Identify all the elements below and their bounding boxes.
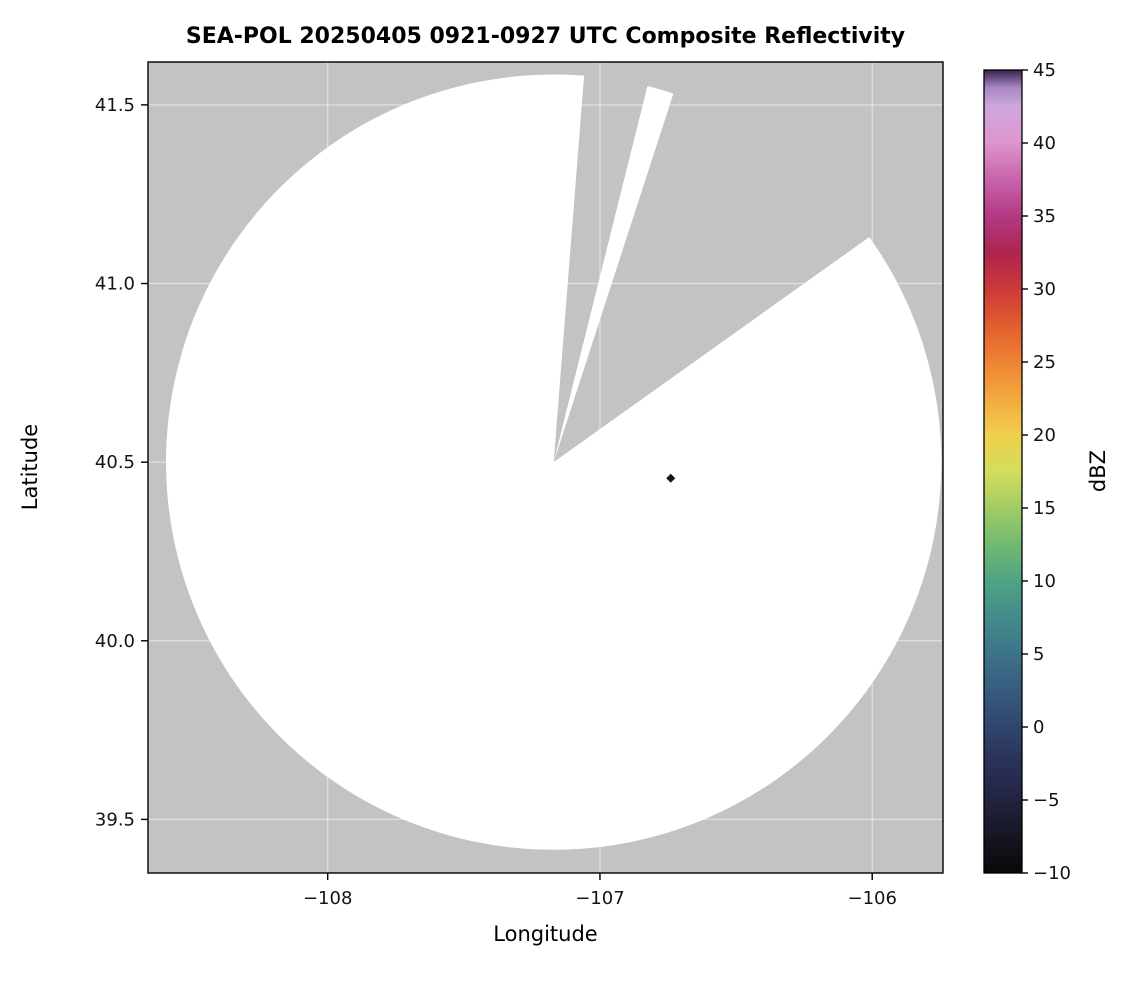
colorbar-tick-label: 45 xyxy=(1033,60,1056,81)
colorbar-tick-label: 40 xyxy=(1033,133,1056,154)
colorbar-tick-label: 0 xyxy=(1033,717,1044,738)
plot-spines xyxy=(147,61,944,874)
y-tick-label: 40.0 xyxy=(95,631,135,652)
colorbar-tick-label: 20 xyxy=(1033,425,1056,446)
colorbar-tick-label: 30 xyxy=(1033,279,1056,300)
colorbar-title: dBZ xyxy=(1086,449,1110,493)
blocked-sector-1 xyxy=(553,71,649,463)
colorbar-tick-label: 35 xyxy=(1033,206,1056,227)
blocked-sector-2 xyxy=(553,89,873,463)
colorbar-tick-label: 5 xyxy=(1033,644,1044,665)
chart-title: SEA-POL 20250405 0921-0927 UTC Composite… xyxy=(185,24,906,49)
colorbar-tick-label: 25 xyxy=(1033,352,1056,373)
y-tick-label: 39.5 xyxy=(95,809,135,830)
colorbar-tick-label: −10 xyxy=(1033,863,1071,884)
colorbar-tick-label: −5 xyxy=(1033,790,1060,811)
x-tick-label: −106 xyxy=(847,888,896,909)
y-axis-title: Latitude xyxy=(18,423,42,511)
x-tick-label: −108 xyxy=(303,888,352,909)
colorbar: 45 40 35 30 25 20 15 10 5 0 −5 −10 xyxy=(983,60,1071,884)
reflectivity-echo xyxy=(666,473,676,483)
axes: −108 −107 −106 39.5 40.0 40.5 41.0 41.5 xyxy=(95,61,944,909)
x-tick-label: −107 xyxy=(575,888,624,909)
y-tick-label: 41.5 xyxy=(95,95,135,116)
colorbar-gradient xyxy=(983,69,1023,874)
plot-area xyxy=(148,62,943,873)
colorbar-tick-label: 15 xyxy=(1033,498,1056,519)
colorbar-tick-label: 10 xyxy=(1033,571,1056,592)
y-tick-label: 41.0 xyxy=(95,274,135,295)
x-axis-title: Longitude xyxy=(493,922,598,946)
y-tick-label: 40.5 xyxy=(95,452,135,473)
